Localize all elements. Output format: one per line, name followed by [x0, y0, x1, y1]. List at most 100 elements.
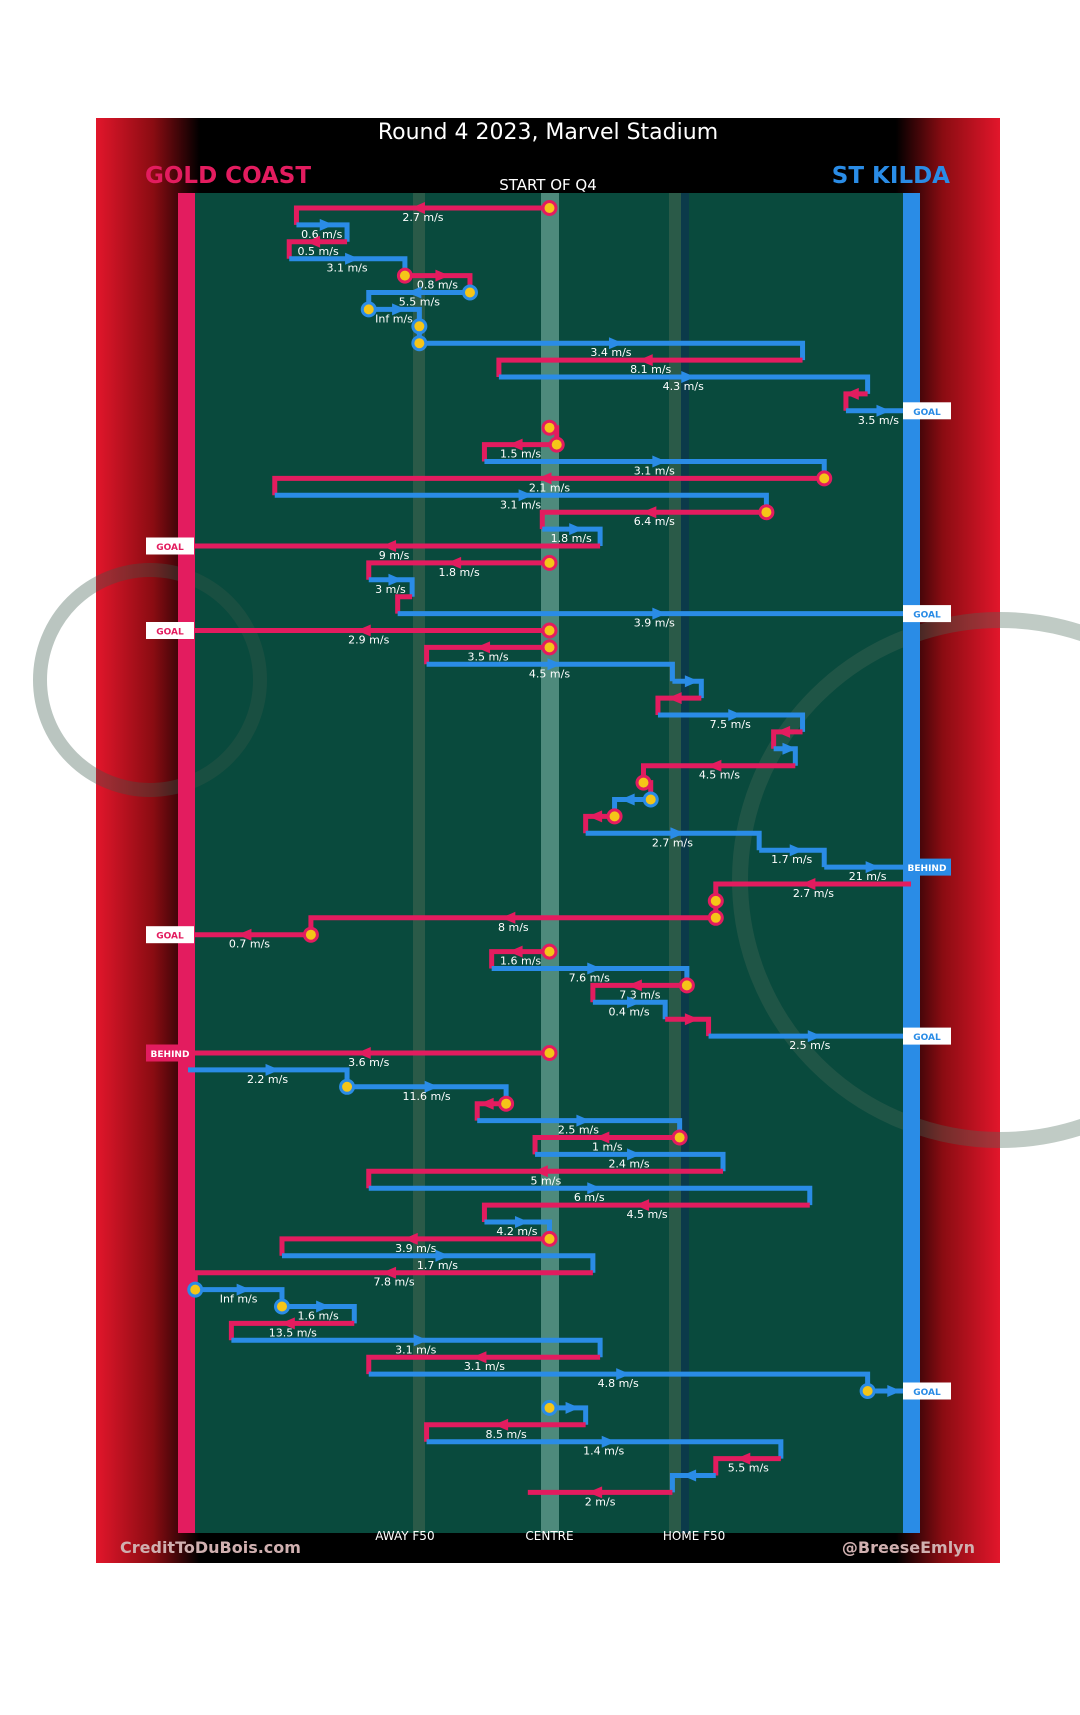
direction-arrow	[382, 1266, 397, 1279]
chain-segment	[539, 509, 767, 530]
chain-marks: 2.7 m/s 0.6 m/s 0.5 m/s 3.1 m/s 0.8 m/s 5.5 m…	[146, 200, 951, 1508]
score-badge	[146, 926, 194, 944]
page-title: Round 4 2023, Marvel Stadium	[378, 120, 718, 145]
direction-arrow	[681, 371, 696, 383]
score-badge	[146, 1044, 194, 1062]
direction-arrow	[518, 489, 533, 502]
chain-segment	[489, 949, 550, 969]
direction-arrow	[638, 354, 653, 367]
speed-label: 2.2 m/s	[247, 1073, 288, 1086]
chain-segment	[583, 813, 615, 834]
direction-arrow	[447, 556, 462, 569]
chain-segment	[272, 475, 825, 496]
score-badge-label: GOAL	[913, 611, 941, 621]
direction-arrow	[410, 202, 425, 214]
chain-segment	[771, 729, 803, 749]
home-team-name: GOLD COAST	[145, 163, 311, 189]
away-f50-line	[413, 193, 425, 1533]
chain-segment	[713, 1456, 781, 1476]
direction-arrow	[801, 878, 816, 890]
speed-label: 4.5 m/s	[529, 667, 570, 680]
direction-arrow	[588, 1486, 603, 1499]
speed-label: 3.4 m/s	[590, 346, 631, 359]
direction-arrow	[667, 692, 682, 705]
direction-arrow	[565, 1401, 580, 1414]
speed-label: 8.1 m/s	[630, 363, 671, 376]
x-tick-label: CENTRE	[525, 1529, 573, 1543]
chain-segment	[481, 442, 557, 462]
chain-segment	[279, 1236, 550, 1256]
chain-segment	[426, 661, 675, 682]
speed-label: 5.5 m/s	[728, 1462, 769, 1475]
speed-label: 9 m/s	[379, 549, 410, 562]
direction-arrow	[319, 218, 334, 231]
watermark-logo-left	[33, 563, 267, 797]
speed-label: 5.5 m/s	[399, 296, 440, 309]
direction-arrow	[635, 1199, 650, 1212]
ball-up-marker	[541, 622, 558, 639]
direction-arrow	[472, 1351, 487, 1364]
direction-arrow	[670, 827, 685, 840]
direction-arrow	[782, 742, 797, 755]
direction-arrow	[356, 624, 371, 637]
ball-up-marker	[758, 504, 775, 521]
speed-label: 3.5 m/s	[467, 650, 508, 663]
speed-label: 2 m/s	[585, 1495, 616, 1508]
direction-arrow	[265, 1063, 280, 1076]
ball-up-marker	[498, 1095, 515, 1112]
speed-label: 3.1 m/s	[500, 498, 541, 511]
speed-label: 4.3 m/s	[663, 380, 704, 393]
speed-label: 0.5 m/s	[298, 245, 339, 258]
direction-arrow	[588, 810, 603, 823]
home-f50-line	[669, 193, 681, 1533]
speed-label: 1.8 m/s	[439, 566, 480, 579]
direction-arrow	[652, 607, 667, 620]
speed-label: 0.6 m/s	[301, 228, 342, 241]
chain-segment	[474, 1101, 507, 1121]
speed-label: 1.6 m/s	[298, 1310, 339, 1323]
chain-segment	[395, 594, 413, 614]
direction-arrow	[236, 1283, 251, 1296]
direction-arrow	[316, 1300, 331, 1313]
direction-arrow	[576, 1114, 591, 1127]
chain-segment	[366, 1168, 724, 1189]
speed-label: 2.5 m/s	[558, 1124, 599, 1137]
speed-label: 2.5 m/s	[789, 1039, 830, 1052]
ball-up-marker	[548, 436, 565, 453]
ball-up-marker	[541, 419, 558, 436]
direction-arrow	[306, 235, 321, 248]
direction-arrow	[587, 1182, 602, 1195]
speed-label: 13.5 m/s	[269, 1326, 317, 1339]
ball-up-marker	[411, 335, 428, 352]
direction-arrow	[435, 1249, 450, 1262]
direction-arrow	[684, 1013, 699, 1026]
ball-up-marker	[816, 470, 833, 487]
chain-segment	[424, 1422, 586, 1442]
ball-up-marker	[302, 926, 319, 943]
score-badge-label: BEHIND	[151, 1050, 190, 1060]
direction-arrow	[682, 1469, 697, 1482]
direction-arrow	[601, 1435, 616, 1448]
ball-up-marker	[541, 639, 558, 656]
speed-label: 7.6 m/s	[569, 972, 610, 985]
speed-label: 7.3 m/s	[619, 988, 660, 1001]
speed-label: 2.1 m/s	[529, 481, 570, 494]
ball-up-marker	[707, 909, 724, 926]
ball-up-marker	[339, 1078, 356, 1095]
score-badge-label: GOAL	[913, 1388, 941, 1398]
direction-arrow	[382, 540, 397, 552]
direction-arrow	[728, 709, 743, 721]
speed-label: 1.7 m/s	[771, 853, 812, 866]
chain-segment	[759, 847, 827, 868]
score-badge-label: BEHIND	[908, 864, 947, 874]
chain-segment	[657, 712, 806, 732]
speed-label: Inf m/s	[375, 312, 413, 325]
direction-arrow	[403, 1232, 418, 1245]
chain-segment	[481, 1202, 810, 1222]
credit-right: @BreeseEmlyn	[842, 1538, 975, 1557]
x-tick-label: AWAY F50	[375, 1529, 434, 1543]
chain-segment	[231, 1337, 603, 1358]
chain-segment	[281, 1253, 596, 1273]
chain-segment	[296, 222, 350, 242]
